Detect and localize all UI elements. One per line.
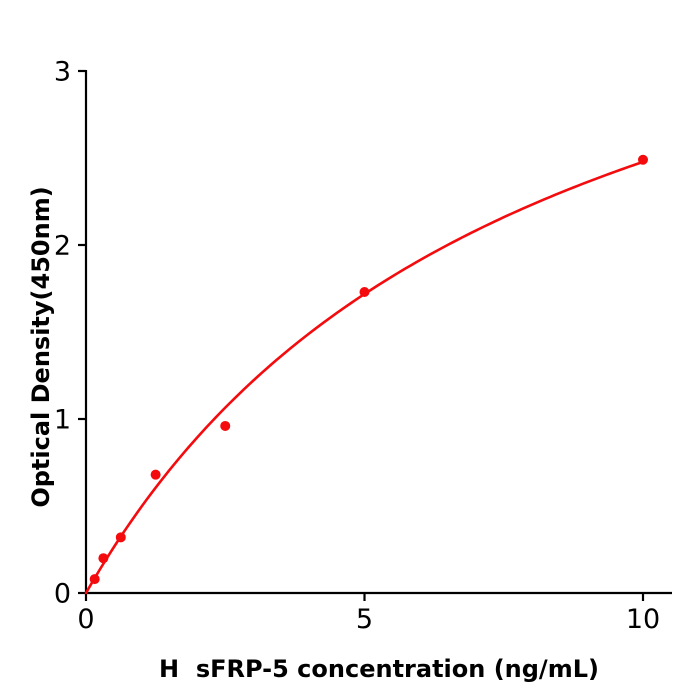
y-tick-label: 1: [54, 405, 71, 436]
axes-layer: 0 1 2 3 0 5 10: [54, 57, 672, 635]
x-axis-label: H sFRP-5 concentration (ng/mL): [159, 655, 599, 683]
data-series-layer: [84, 154, 648, 595]
data-point: [89, 574, 100, 585]
x-tick-label: 0: [77, 604, 94, 635]
data-point: [150, 469, 161, 480]
y-tick-label: 2: [54, 231, 71, 262]
fit-curve-line: [84, 160, 645, 595]
data-point: [98, 553, 109, 564]
data-point: [359, 286, 370, 297]
data-point: [115, 532, 126, 543]
data-point: [220, 420, 231, 431]
axis-spines: [84, 70, 672, 595]
x-tick-label: 5: [356, 604, 373, 635]
y-axis-label: Optical Density(450nm): [27, 186, 55, 507]
y-tick-label: 0: [54, 579, 71, 610]
x-tick-label: 10: [626, 604, 660, 635]
data-point: [638, 154, 648, 165]
y-tick-label: 3: [54, 57, 71, 88]
